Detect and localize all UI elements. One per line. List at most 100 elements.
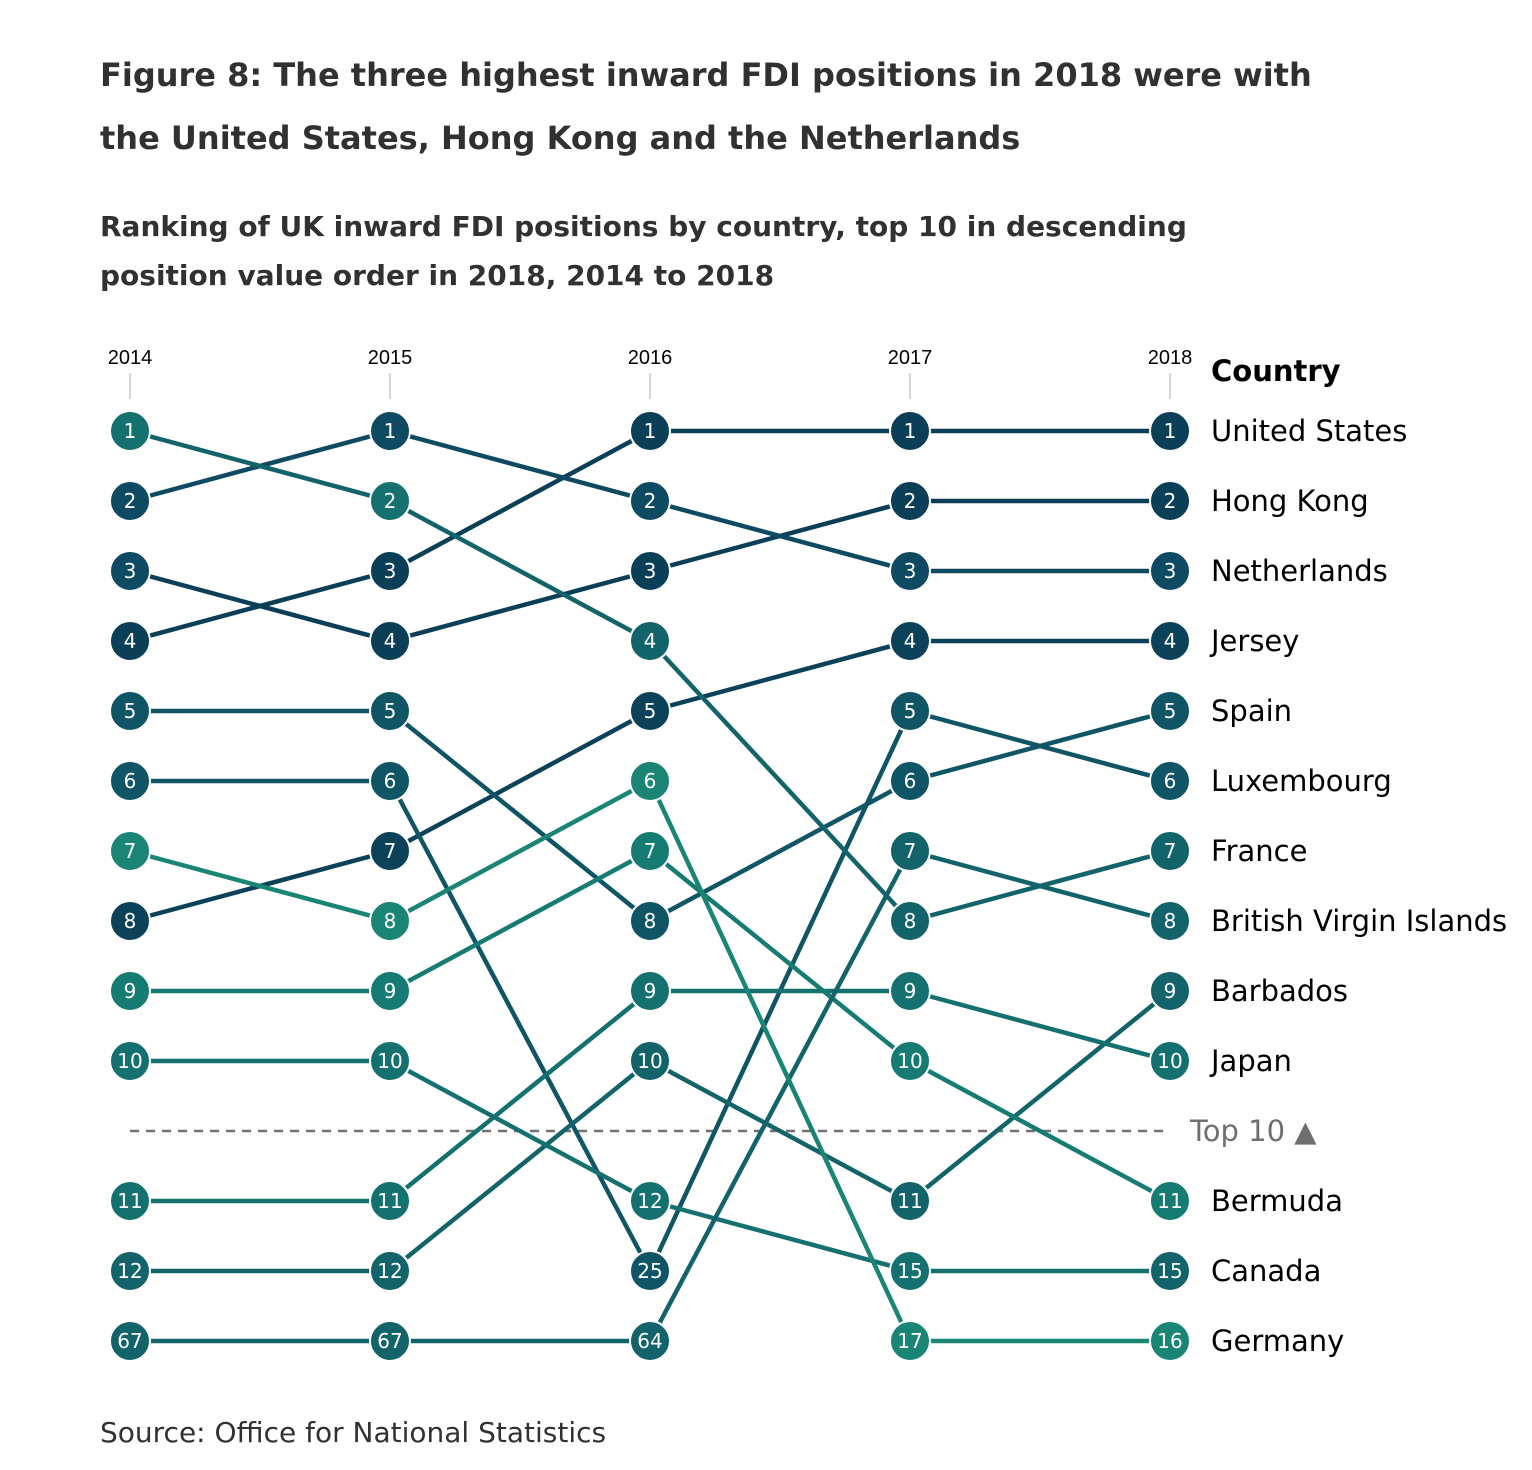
rank-node: [629, 690, 671, 732]
rank-node: [629, 620, 671, 662]
rank-label: 9: [904, 979, 917, 1003]
rank-node: [889, 410, 931, 452]
country-label: Hong Kong: [1211, 484, 1369, 518]
rank-label: 1: [904, 419, 917, 443]
rank-node: [369, 410, 411, 452]
rank-label: 9: [644, 979, 657, 1003]
rank-label: 9: [124, 979, 137, 1003]
rank-node: [629, 480, 671, 522]
rank-node: [369, 1040, 411, 1082]
bump-chart: 2014 2015 2016 2017 2018 1234567891011126712…: [108, 347, 1507, 1362]
rank-label: 6: [644, 769, 657, 793]
rank-label: 7: [124, 839, 137, 863]
rank-node: [629, 1320, 671, 1362]
rank-label: 3: [124, 559, 137, 583]
rank-label: 4: [124, 629, 137, 653]
rank-node: [369, 620, 411, 662]
rank-label: 1: [384, 419, 397, 443]
year-label: 2018: [1148, 347, 1193, 369]
rank-node: [109, 830, 151, 872]
source-note: Source: Office for National Statistics: [100, 1416, 607, 1449]
rank-label: 4: [384, 629, 397, 653]
rank-node: [889, 1250, 931, 1292]
rank-node: [1149, 1040, 1191, 1082]
rank-node: [889, 970, 931, 1012]
rank-node: [629, 970, 671, 1012]
rank-node: [109, 1040, 151, 1082]
rank-label: 3: [644, 559, 657, 583]
rank-label: 7: [644, 839, 657, 863]
rank-node: [629, 760, 671, 802]
rank-node: [1149, 480, 1191, 522]
rank-node: [369, 550, 411, 592]
rank-label: 5: [124, 699, 137, 723]
rank-node: [109, 1320, 151, 1362]
country-label: Japan: [1209, 1044, 1292, 1078]
series-line: [130, 1058, 1170, 1274]
rank-node: [109, 1250, 151, 1292]
rank-label: 67: [117, 1329, 142, 1353]
rank-node: [889, 690, 931, 732]
rank-node: [889, 830, 931, 872]
rank-node: [1149, 690, 1191, 732]
rank-node: [1149, 410, 1191, 452]
rank-label: 8: [904, 909, 917, 933]
rank-label: 10: [117, 1049, 142, 1073]
rank-label: 1: [124, 419, 137, 443]
rank-node: [369, 690, 411, 732]
rank-node: [369, 830, 411, 872]
year-label: 2015: [368, 347, 413, 369]
rank-node: [889, 1180, 931, 1222]
rank-node: [629, 1040, 671, 1082]
rank-node: [109, 970, 151, 1012]
rank-label: 2: [124, 489, 137, 513]
series-line: [129, 428, 1170, 644]
rank-label: 4: [644, 629, 657, 653]
rank-node: [629, 410, 671, 452]
rank-label: 25: [637, 1259, 662, 1283]
rank-label: 2: [644, 489, 657, 513]
rank-node: [889, 480, 931, 522]
chart-subtitle: Ranking of UK inward FDI positions by co…: [100, 210, 1187, 292]
rank-node: [109, 900, 151, 942]
rank-node: [1149, 830, 1191, 872]
rank-node: [109, 1180, 151, 1222]
rank-label: 5: [384, 699, 397, 723]
rank-label: 4: [904, 629, 917, 653]
rank-label: 2: [384, 489, 397, 513]
rank-node: [369, 760, 411, 802]
rank-node: [889, 900, 931, 942]
rank-node: [629, 1180, 671, 1222]
rank-node: [1149, 1180, 1191, 1222]
rank-label: 11: [117, 1189, 142, 1213]
rank-label: 5: [904, 699, 917, 723]
rank-label: 8: [644, 909, 657, 933]
rank-node: [629, 830, 671, 872]
chart-title: Figure 8: The three highest inward FDI p…: [100, 56, 1312, 157]
rank-node: [889, 550, 931, 592]
country-label: Luxembourg: [1211, 764, 1392, 798]
rank-label: 5: [644, 699, 657, 723]
rank-node: [629, 1250, 671, 1292]
rank-label: 6: [904, 769, 917, 793]
rank-label: 8: [384, 909, 397, 933]
rank-node: [369, 1250, 411, 1292]
rank-label: 10: [377, 1049, 402, 1073]
rank-label: 8: [1164, 909, 1177, 933]
rank-label: 10: [1157, 1049, 1182, 1073]
rank-node: [369, 1320, 411, 1362]
rank-label: 2: [904, 489, 917, 513]
year-label: 2016: [628, 347, 673, 369]
rank-node: [109, 410, 151, 452]
top10-cutoff-label: Top 10 ▲: [1189, 1114, 1317, 1148]
year-label: 2014: [108, 347, 153, 369]
rank-node: [109, 760, 151, 802]
rank-node: [369, 480, 411, 522]
rank-label: 8: [124, 909, 137, 933]
rank-label: 15: [1157, 1259, 1182, 1283]
rank-label: 9: [1164, 979, 1177, 1003]
rank-node: [1149, 550, 1191, 592]
rank-label: 3: [384, 559, 397, 583]
rank-label: 17: [897, 1329, 922, 1353]
rank-label: 3: [904, 559, 917, 583]
